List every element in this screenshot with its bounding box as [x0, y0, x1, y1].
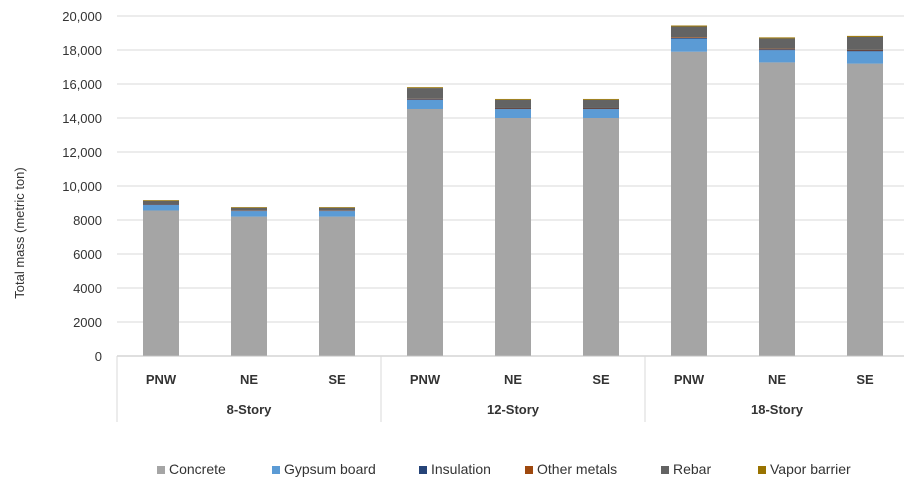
bar-segment [847, 63, 883, 356]
bar-segment [759, 50, 795, 63]
bar-segment [319, 207, 355, 211]
legend-label: Rebar [673, 461, 711, 477]
bar-segment [143, 200, 179, 201]
legend: Concrete Gypsum board Insulation Other meta… [157, 461, 851, 477]
legend-swatch [758, 466, 766, 474]
bar-segment [671, 26, 707, 38]
x-category-label: PNW [410, 372, 441, 387]
bar-segment [847, 35, 883, 37]
bar-segment [847, 49, 883, 51]
y-tick-label: 10,000 [62, 179, 102, 194]
bar-segment [583, 99, 619, 108]
bar-segment [143, 200, 179, 205]
x-category-label: SE [328, 372, 346, 387]
bar-segment [671, 38, 707, 52]
x-group-label: 18-Story [751, 402, 804, 417]
x-category-label: NE [240, 372, 258, 387]
bar-segment [231, 210, 267, 212]
bar-segment [759, 49, 795, 51]
bar-segment [759, 48, 795, 50]
y-tick-label: 16,000 [62, 77, 102, 92]
bar-segment [407, 98, 443, 100]
bar-segment [407, 87, 443, 89]
bar-segment [583, 98, 619, 100]
x-category-label: PNW [674, 372, 705, 387]
x-category-label: NE [768, 372, 786, 387]
bar-segment [319, 207, 355, 208]
bar-segment [143, 210, 179, 356]
bar-segment [231, 216, 267, 356]
y-tick-label: 20,000 [62, 9, 102, 24]
legend-swatch [661, 466, 669, 474]
bar-segment [671, 25, 707, 27]
y-tick-label: 14,000 [62, 111, 102, 126]
bar-segment [143, 205, 179, 211]
legend-label: Insulation [431, 461, 491, 477]
bar-segment [231, 211, 267, 217]
legend-label: Concrete [169, 461, 226, 477]
y-tick-label: 12,000 [62, 145, 102, 160]
bar-segment [759, 38, 795, 49]
bar-segment [407, 99, 443, 109]
bar-segment [319, 210, 355, 212]
legend-label: Other metals [537, 461, 617, 477]
bar-segment [583, 108, 619, 110]
y-tick-label: 6000 [73, 247, 102, 262]
x-category-label: NE [504, 372, 522, 387]
bar-segment [671, 51, 707, 356]
bar-segment [583, 118, 619, 356]
bar-segment [671, 37, 707, 39]
y-tick-label: 4000 [73, 281, 102, 296]
bar-segment [231, 207, 267, 208]
y-axis-title: Total mass (metric ton) [12, 167, 27, 298]
x-group-label: 12-Story [487, 402, 540, 417]
bars [143, 25, 883, 357]
bar-segment [231, 207, 267, 211]
y-tick-label: 8000 [73, 213, 102, 228]
bar-segment [583, 107, 619, 109]
legend-swatch [525, 466, 533, 474]
y-tick-label: 2000 [73, 315, 102, 330]
bar-segment [671, 37, 707, 38]
bar-segment [495, 109, 531, 118]
legend-swatch [419, 466, 427, 474]
bar-segment [847, 36, 883, 50]
bar-segment [847, 50, 883, 52]
bar-segment [143, 204, 179, 206]
bar-segment [495, 98, 531, 100]
bar-segment [495, 118, 531, 356]
y-tick-label: 0 [95, 349, 102, 364]
x-axis: PNW NE SE PNW NE SE PNW NE SE 8-Story 12-Story 18-S… [116, 355, 904, 422]
legend-swatch [157, 466, 165, 474]
x-category-label: SE [856, 372, 874, 387]
bar-segment [319, 211, 355, 217]
bar-segment [495, 108, 531, 110]
y-tick-labels: 0 2000 4000 6000 8000 10,000 12,000 14,000 16,00… [62, 9, 102, 364]
legend-swatch [272, 466, 280, 474]
x-category-label: SE [592, 372, 610, 387]
bar-segment [583, 109, 619, 118]
bar-segment [319, 216, 355, 356]
legend-label: Vapor barrier [770, 461, 851, 477]
y-tick-label: 18,000 [62, 43, 102, 58]
bar-segment [407, 108, 443, 357]
bar-segment [759, 37, 795, 39]
bar-segment [759, 62, 795, 356]
bar-segment [495, 107, 531, 109]
bar-segment [847, 51, 883, 64]
legend-label: Gypsum board [284, 461, 376, 477]
bar-segment [407, 88, 443, 99]
x-group-label: 8-Story [227, 402, 273, 417]
bar-segment [407, 99, 443, 100]
x-category-label: PNW [146, 372, 177, 387]
bar-segment [495, 99, 531, 108]
